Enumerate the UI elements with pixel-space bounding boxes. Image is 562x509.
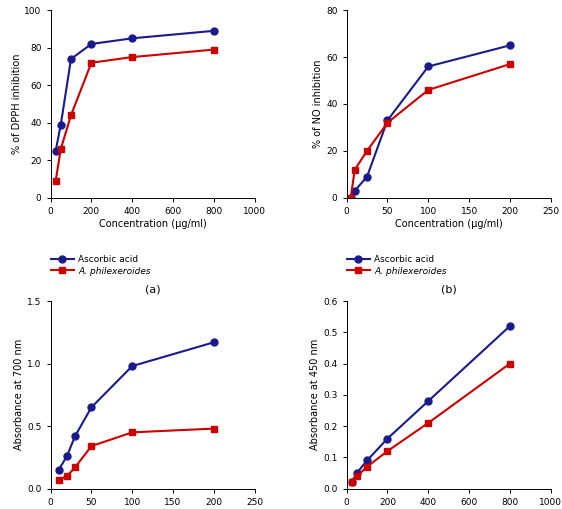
Text: (a): (a)	[145, 284, 161, 294]
Ascorbic acid	[129, 363, 135, 369]
Line: A. philexeroides: A. philexeroides	[55, 425, 217, 484]
A. philexeroides	[425, 420, 432, 426]
Y-axis label: % of NO inhibition: % of NO inhibition	[313, 60, 323, 148]
A. philexeroides	[348, 479, 355, 486]
Ascorbic acid	[364, 174, 370, 180]
Line: A. philexeroides: A. philexeroides	[348, 360, 514, 486]
A. philexeroides	[72, 464, 79, 470]
Ascorbic acid	[56, 467, 62, 473]
Ascorbic acid	[67, 56, 74, 62]
Ascorbic acid	[425, 64, 432, 70]
Ascorbic acid	[129, 35, 135, 41]
A. philexeroides	[52, 178, 59, 184]
Ascorbic acid	[72, 433, 79, 439]
A. philexeroides	[88, 443, 95, 449]
Line: Ascorbic acid: Ascorbic acid	[52, 27, 217, 154]
Y-axis label: Absorbance at 700 nm: Absorbance at 700 nm	[15, 339, 24, 450]
A. philexeroides	[384, 448, 391, 454]
Ascorbic acid	[211, 28, 217, 34]
Ascorbic acid	[348, 479, 355, 486]
Line: Ascorbic acid: Ascorbic acid	[55, 339, 217, 473]
Line: Ascorbic acid: Ascorbic acid	[348, 323, 514, 486]
A. philexeroides	[351, 166, 358, 173]
A. philexeroides	[506, 360, 513, 366]
A. philexeroides	[88, 60, 95, 66]
Ascorbic acid	[351, 188, 358, 194]
A. philexeroides	[67, 112, 74, 118]
Line: A. philexeroides: A. philexeroides	[52, 46, 217, 184]
X-axis label: Concentration (μg/ml): Concentration (μg/ml)	[395, 219, 502, 229]
Ascorbic acid	[211, 339, 217, 345]
A. philexeroides	[384, 120, 391, 126]
Ascorbic acid	[364, 458, 370, 464]
A. philexeroides	[347, 195, 354, 201]
Ascorbic acid	[347, 195, 354, 201]
Line: A. philexeroides: A. philexeroides	[347, 61, 514, 201]
Line: Ascorbic acid: Ascorbic acid	[347, 42, 514, 201]
Ascorbic acid	[52, 148, 59, 154]
A. philexeroides	[211, 46, 217, 52]
Ascorbic acid	[506, 323, 513, 329]
Ascorbic acid	[506, 42, 513, 48]
A. philexeroides	[211, 426, 217, 432]
A. philexeroides	[56, 477, 62, 483]
Ascorbic acid	[384, 436, 391, 442]
X-axis label: Concentration (μg/ml): Concentration (μg/ml)	[99, 219, 206, 229]
Legend: Ascorbic acid, A. philexeroides: Ascorbic acid, A. philexeroides	[347, 255, 447, 275]
A. philexeroides	[64, 473, 70, 479]
A. philexeroides	[364, 464, 370, 470]
Ascorbic acid	[88, 41, 95, 47]
Ascorbic acid	[88, 404, 95, 410]
Ascorbic acid	[353, 470, 360, 476]
Y-axis label: Absorbance at 450 nm: Absorbance at 450 nm	[310, 339, 320, 450]
Ascorbic acid	[64, 453, 70, 459]
Text: (b): (b)	[441, 284, 456, 294]
Ascorbic acid	[425, 398, 432, 404]
Y-axis label: % of DPPH inhibition: % of DPPH inhibition	[12, 54, 21, 154]
A. philexeroides	[506, 61, 513, 67]
A. philexeroides	[57, 146, 64, 152]
A. philexeroides	[353, 473, 360, 479]
A. philexeroides	[364, 148, 370, 154]
A. philexeroides	[425, 87, 432, 93]
A. philexeroides	[129, 429, 135, 435]
A. philexeroides	[129, 54, 135, 60]
Ascorbic acid	[57, 122, 64, 128]
Legend: Ascorbic acid, A. philexeroides: Ascorbic acid, A. philexeroides	[51, 255, 151, 275]
Ascorbic acid	[384, 118, 391, 124]
